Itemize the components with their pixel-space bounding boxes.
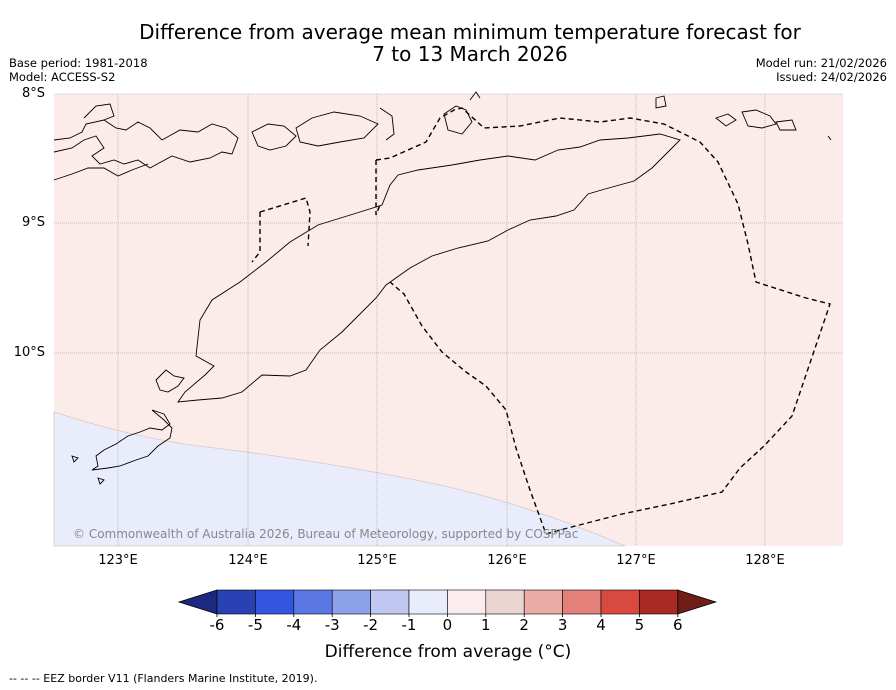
- longitude-label-123e: 123°E: [98, 553, 138, 568]
- model-run-label: Model run: 21/02/2026: [755, 56, 887, 70]
- colorbar-tick-label: 4: [596, 616, 606, 634]
- longitude-label-124e: 124°E: [228, 553, 268, 568]
- colorbar-cell: [331, 589, 371, 615]
- colorbar-tick-label: -6: [209, 616, 225, 634]
- latitude-label-9s: 9°S: [21, 215, 45, 230]
- eez-borders: [251, 107, 831, 535]
- gridlines: [54, 93, 843, 546]
- colorbar-cell: [293, 589, 333, 615]
- base-period-label: Base period: 1981-2018: [9, 56, 148, 70]
- colorbar-tick-label: -2: [363, 616, 379, 634]
- negative-anomaly-region: [53, 411, 626, 547]
- colorbar-tick-label: -3: [324, 616, 340, 634]
- map-title-line-2: 7 to 13 March 2026: [372, 42, 568, 66]
- colorbar-tick-label: 0: [442, 616, 453, 634]
- colorbar-cell: [255, 589, 295, 615]
- colorbar-tick-label: -1: [401, 616, 417, 634]
- longitude-label-127e: 127°E: [616, 553, 656, 568]
- colorbar-cell: [562, 589, 602, 615]
- colorbar-tick-label: 3: [557, 616, 568, 634]
- colorbar-tick-label: 5: [634, 616, 645, 634]
- eez-footnote: -- -- -- EEZ border V11 (Flanders Marine…: [9, 672, 318, 685]
- longitude-label-126e: 126°E: [487, 553, 527, 568]
- latitude-label-10s: 10°S: [13, 345, 45, 360]
- colorbar: [177, 589, 718, 617]
- model-label: Model: ACCESS-S2: [9, 70, 116, 84]
- issued-label: Issued: 24/02/2026: [776, 70, 887, 84]
- map-title-line-1: Difference from average mean minimum tem…: [139, 20, 801, 44]
- colorbar-cell: [523, 589, 563, 615]
- colorbar-cell: [370, 589, 410, 615]
- colorbar-tick-label: -4: [286, 616, 302, 634]
- colorbar-cell: [447, 589, 487, 615]
- colorbar-cell: [408, 589, 448, 615]
- colorbar-cell: [600, 589, 640, 615]
- copyright-text: © Commonwealth of Australia 2026, Bureau…: [73, 527, 579, 541]
- longitude-label-128e: 128°E: [745, 553, 785, 568]
- longitude-label-125e: 125°E: [357, 553, 397, 568]
- colorbar-tick-label: 2: [519, 616, 529, 634]
- colorbar-tick-label: 6: [673, 616, 683, 634]
- colorbar-extend-min: [177, 589, 218, 615]
- colorbar-cell: [639, 589, 679, 615]
- colorbar-tick-label: -5: [247, 616, 263, 634]
- colorbar-title: Difference from average (°C): [324, 642, 572, 662]
- colorbar-cell: [485, 589, 525, 615]
- colorbar-tick-label: 1: [481, 616, 491, 634]
- colorbar-cell: [216, 589, 256, 615]
- latitude-label-8s: 8°S: [21, 86, 45, 101]
- colorbar-extend-max: [677, 589, 718, 615]
- coastlines: [53, 91, 832, 485]
